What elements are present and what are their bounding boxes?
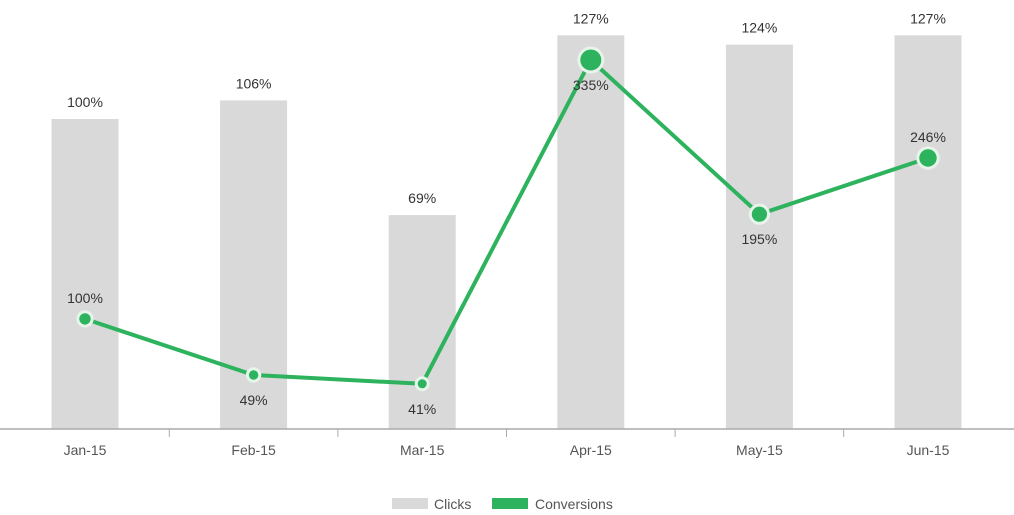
line-label-conversions-mar-15: 41% bbox=[408, 401, 436, 417]
bar-clicks-jan-15 bbox=[51, 119, 119, 429]
conversions-line bbox=[76, 46, 940, 392]
legend-swatch-clicks bbox=[392, 498, 428, 509]
legend-label-clicks: Clicks bbox=[434, 496, 471, 512]
line-label-conversions-jun-15: 246% bbox=[910, 129, 946, 145]
bar-clicks-mar-15 bbox=[388, 215, 456, 429]
conversions-line-path bbox=[84, 58, 929, 386]
point-conversions-may-15 bbox=[748, 203, 771, 225]
clicks-bars bbox=[51, 35, 962, 430]
bar-label-clicks-mar-15: 69% bbox=[408, 190, 436, 206]
line-label-conversions-jan-15: 100% bbox=[67, 290, 103, 306]
x-tick-label-feb-15: Feb-15 bbox=[231, 442, 276, 458]
legend: Clicks Conversions bbox=[392, 496, 613, 512]
bar-clicks-apr-15 bbox=[557, 35, 625, 430]
bar-clicks-jun-15 bbox=[894, 35, 962, 430]
point-conversions-apr-15 bbox=[577, 46, 605, 74]
x-tick-label-may-15: May-15 bbox=[736, 442, 783, 458]
conversions-data-labels: 100% 49% 41% 335% 195% 246% bbox=[67, 77, 946, 417]
x-tick-label-jan-15: Jan-15 bbox=[64, 442, 107, 458]
legend-swatch-conversions bbox=[492, 498, 528, 509]
bar-label-clicks-jun-15: 127% bbox=[910, 10, 946, 26]
clicks-data-labels: 100% 106% 69% 127% 124% 127% bbox=[67, 10, 946, 206]
point-conversions-jun-15 bbox=[916, 146, 940, 170]
legend-label-conversions: Conversions bbox=[535, 496, 613, 512]
bar-label-clicks-may-15: 124% bbox=[741, 20, 777, 36]
point-conversions-jan-15 bbox=[76, 310, 94, 328]
line-label-conversions-feb-15: 49% bbox=[240, 392, 268, 408]
x-axis: Jan-15 Feb-15 Mar-15 Apr-15 May-15 Jun-15 bbox=[0, 428, 1014, 458]
line-label-conversions-may-15: 195% bbox=[741, 231, 777, 247]
bar-clicks-may-15 bbox=[725, 44, 793, 429]
bar-label-clicks-feb-15: 106% bbox=[236, 75, 272, 91]
x-tick-label-apr-15: Apr-15 bbox=[570, 442, 612, 458]
bar-label-clicks-apr-15: 127% bbox=[573, 10, 609, 26]
line-label-conversions-apr-15: 335% bbox=[573, 77, 609, 93]
point-conversions-mar-15 bbox=[414, 376, 430, 392]
bar-label-clicks-jan-15: 100% bbox=[67, 94, 103, 110]
x-tick-label-mar-15: Mar-15 bbox=[400, 442, 445, 458]
point-conversions-feb-15 bbox=[245, 367, 262, 383]
x-tick-label-jun-15: Jun-15 bbox=[907, 442, 950, 458]
